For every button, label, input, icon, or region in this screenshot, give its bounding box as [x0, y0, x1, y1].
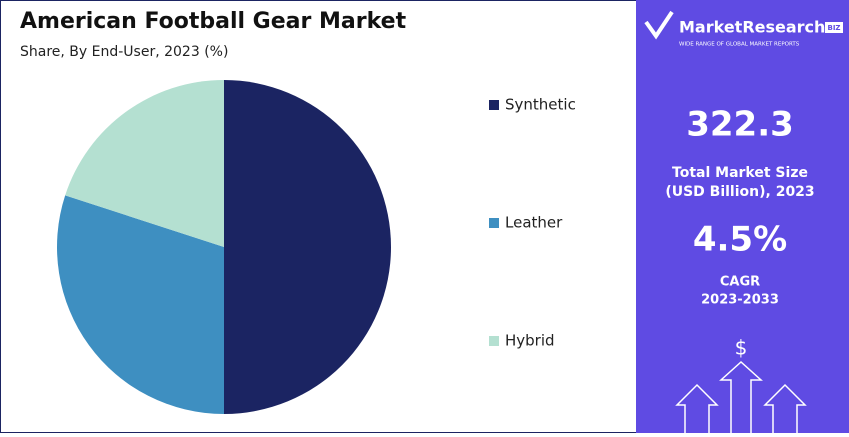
brand-suffix: BIZ	[827, 24, 840, 32]
market-size: 322.3	[686, 105, 794, 145]
market-size-label: Total Market Size	[672, 165, 808, 181]
chart-subtitle: Share, By End-User, 2023 (%)	[20, 44, 228, 60]
brand: MarketResearch	[679, 18, 825, 37]
cagr-label: CAGR	[720, 275, 760, 290]
pie-slice	[56, 195, 225, 414]
legend-label: Hybrid	[505, 332, 555, 350]
legend-swatch	[489, 218, 499, 228]
legend-label: Synthetic	[505, 96, 576, 114]
legend: Synthetic Leather Hybrid	[489, 96, 576, 350]
pie-slice	[224, 80, 391, 414]
cagr: 4.5%	[693, 220, 787, 260]
market-size-label: (USD Billion), 2023	[665, 184, 814, 200]
legend-swatch	[489, 100, 499, 110]
legend-label: Leather	[505, 214, 563, 232]
cagr-label: 2023-2033	[701, 293, 779, 308]
pie	[56, 80, 391, 414]
brand-badge	[825, 22, 843, 33]
tagline: WIDE RANGE OF GLOBAL MARKET REPORTS	[679, 42, 800, 48]
icon-symbol: $	[735, 336, 748, 360]
growth-icon	[675, 360, 807, 433]
side-panel	[636, 0, 849, 433]
chart-title: American Football Gear Market	[20, 9, 407, 34]
logo-check	[644, 10, 674, 40]
pie-slice	[65, 80, 225, 247]
legend-swatch	[489, 336, 499, 346]
